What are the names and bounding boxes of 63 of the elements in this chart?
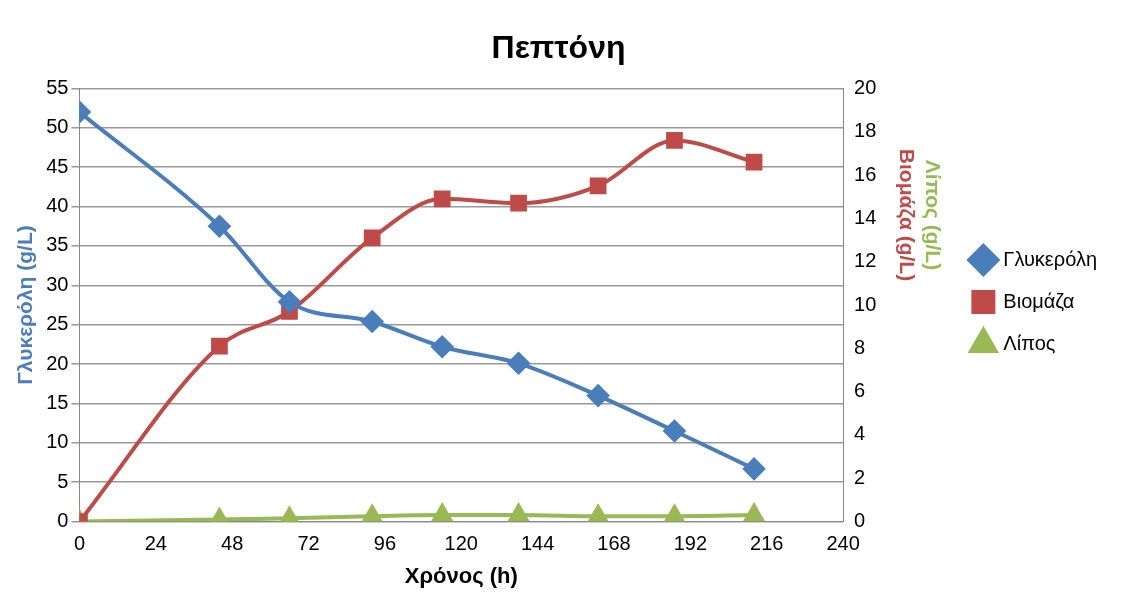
y2-tick-label: 8 xyxy=(854,335,866,358)
y2-tick-label: 12 xyxy=(854,249,877,272)
y-tick-label: 55 xyxy=(46,75,69,98)
legend-label: Λίπος xyxy=(1003,331,1056,354)
y-tick-label: 40 xyxy=(46,194,69,217)
y2-tick-label: 18 xyxy=(854,119,877,142)
x-axis-title: Χρόνος (h) xyxy=(404,562,518,588)
point xyxy=(361,310,384,333)
point xyxy=(432,504,452,522)
text: Βιομάζα (g/L) xyxy=(895,148,919,282)
x-tick-label: 0 xyxy=(73,532,86,555)
point xyxy=(588,505,608,522)
legend-label: Γλυκερόλη xyxy=(1003,247,1098,270)
y2-tick-label: 6 xyxy=(854,379,866,402)
y-tick-label: 35 xyxy=(46,233,69,256)
y-tick-label: 0 xyxy=(57,509,69,532)
legend-label: Βιομάζα xyxy=(1003,289,1075,312)
point xyxy=(208,215,231,238)
point xyxy=(433,190,451,208)
y-tick-label: 25 xyxy=(46,312,69,335)
point xyxy=(510,194,527,212)
point xyxy=(278,290,301,313)
point xyxy=(211,337,228,355)
point xyxy=(745,153,763,171)
x-tick-label: 48 xyxy=(221,532,244,555)
y-tick-label: 10 xyxy=(46,430,69,453)
y2-tick-label: 0 xyxy=(854,509,866,532)
point xyxy=(743,457,766,480)
y-tick-label: 15 xyxy=(46,390,69,413)
y2-tick-label: 4 xyxy=(854,422,866,445)
y2-tick-label: 10 xyxy=(854,292,877,315)
y2-tick-label: 16 xyxy=(854,162,877,185)
point xyxy=(664,505,685,522)
y2-tick-label: 20 xyxy=(854,75,877,98)
text: Λίπος (g/L) xyxy=(921,159,945,271)
point xyxy=(431,335,454,358)
y-tick-label: 5 xyxy=(57,469,69,492)
x-tick-label: 96 xyxy=(373,532,397,555)
x-tick-label: 24 xyxy=(144,532,167,555)
y-tick-label: 20 xyxy=(46,351,69,374)
y-axis-title: Γλυκερόλη (g/L) xyxy=(13,225,37,385)
chart-title: Πεπτόνη xyxy=(491,29,626,66)
x-tick-label: 216 xyxy=(750,532,784,555)
point xyxy=(363,229,381,247)
point xyxy=(362,505,382,522)
x-tick-label: 168 xyxy=(597,532,631,555)
x-tick-label: 120 xyxy=(444,532,478,555)
point xyxy=(587,384,610,407)
point xyxy=(589,177,607,195)
x-tick-label: 72 xyxy=(297,532,320,555)
point xyxy=(666,132,683,149)
point xyxy=(744,504,764,522)
point xyxy=(508,504,529,522)
x-tick-label: 192 xyxy=(673,532,708,555)
x-tick-label: 240 xyxy=(826,532,860,555)
x-tick-label: 144 xyxy=(520,532,555,555)
y-tick-label: 30 xyxy=(46,272,69,295)
y2-tick-label: 2 xyxy=(854,465,866,488)
y2-tick-label: 14 xyxy=(854,205,877,228)
y-tick-label: 50 xyxy=(46,115,69,138)
y-tick-label: 45 xyxy=(46,154,69,177)
point xyxy=(663,420,686,443)
point xyxy=(507,352,530,375)
